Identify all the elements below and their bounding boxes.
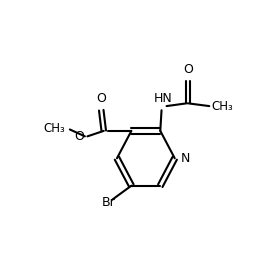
Text: HN: HN: [153, 92, 172, 105]
Text: CH₃: CH₃: [212, 100, 233, 113]
Text: O: O: [74, 130, 84, 143]
Text: CH₃: CH₃: [43, 121, 65, 135]
Text: N: N: [181, 152, 190, 165]
Text: O: O: [96, 92, 106, 105]
Text: O: O: [183, 63, 193, 76]
Text: Br: Br: [102, 196, 116, 209]
